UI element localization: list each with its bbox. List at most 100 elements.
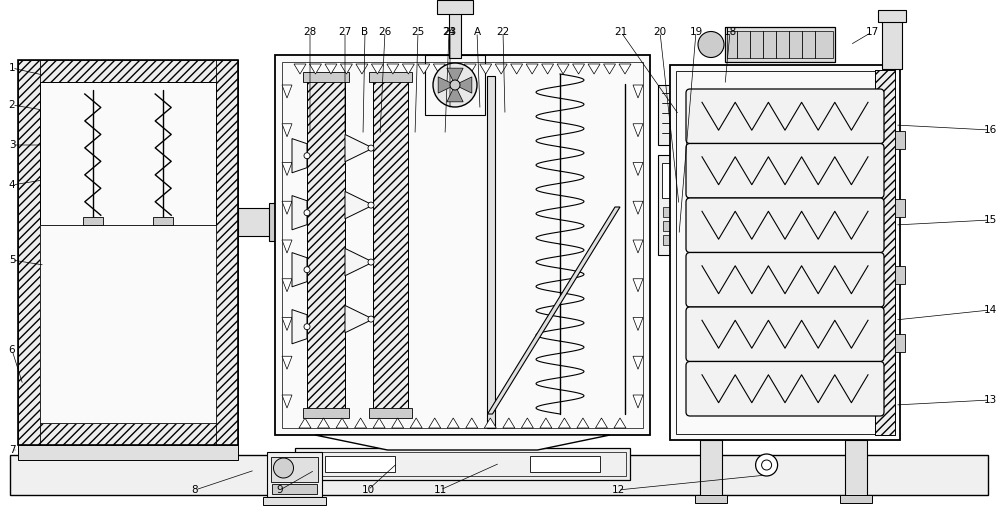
Text: 7: 7 [9,445,15,455]
Polygon shape [282,163,292,175]
Text: 12: 12 [611,485,625,495]
Circle shape [368,316,374,322]
Polygon shape [438,77,455,93]
Polygon shape [480,64,492,74]
Polygon shape [558,418,570,428]
Bar [895,199,905,216]
Text: 8: 8 [192,485,198,495]
Bar [878,10,906,22]
Polygon shape [371,64,383,74]
Polygon shape [619,64,631,74]
Polygon shape [449,64,461,74]
Circle shape [304,153,310,158]
Polygon shape [542,64,554,74]
Polygon shape [294,64,306,74]
Circle shape [304,210,310,216]
Polygon shape [355,418,367,428]
Polygon shape [557,64,569,74]
Polygon shape [282,395,292,408]
Polygon shape [318,418,330,428]
Bar [658,85,700,145]
Polygon shape [633,85,643,98]
Polygon shape [373,418,385,428]
Polygon shape [604,64,616,74]
Bar [307,76,345,414]
FancyBboxPatch shape [686,307,884,362]
Bar [662,163,696,198]
Bar [275,55,650,435]
Text: 5: 5 [9,255,15,265]
Polygon shape [521,418,533,428]
Bar [83,217,103,225]
Bar [40,225,216,423]
Polygon shape [429,418,441,428]
Polygon shape [588,64,600,74]
Text: 3: 3 [9,140,15,150]
Polygon shape [464,64,476,74]
Polygon shape [345,135,373,162]
Text: 2: 2 [9,100,15,110]
Polygon shape [511,64,523,74]
Polygon shape [345,248,373,276]
Bar [216,60,238,445]
Circle shape [762,460,772,470]
Text: 26: 26 [378,27,392,37]
Polygon shape [633,163,643,175]
Bar [18,60,238,445]
Polygon shape [410,418,422,428]
Bar [437,0,473,14]
Circle shape [274,458,294,478]
Polygon shape [447,85,463,102]
Bar [845,440,867,500]
Bar [663,207,675,217]
Text: 10: 10 [361,485,375,495]
Text: 20: 20 [653,27,667,37]
Circle shape [304,324,310,330]
Polygon shape [282,201,292,214]
Polygon shape [309,64,321,74]
Text: 13: 13 [983,395,997,405]
Bar [325,456,395,472]
Bar [727,31,833,58]
Polygon shape [633,395,643,408]
Polygon shape [387,64,399,74]
Polygon shape [495,64,507,74]
Bar [695,495,727,503]
Polygon shape [447,418,459,428]
Text: 15: 15 [983,215,997,225]
Bar [238,208,273,236]
Bar [153,217,173,225]
Bar [700,440,722,500]
Bar [679,207,691,217]
Bar [895,266,905,284]
Bar [725,27,835,62]
Bar [18,423,238,445]
FancyBboxPatch shape [686,362,884,416]
Bar [663,235,675,245]
Text: 28: 28 [303,27,317,37]
Polygon shape [345,305,373,333]
FancyBboxPatch shape [686,198,884,252]
Polygon shape [418,64,430,74]
Text: 17: 17 [865,27,879,37]
Bar [272,484,317,494]
Polygon shape [345,192,373,219]
Bar [425,55,485,115]
Text: 14: 14 [983,305,997,315]
Polygon shape [455,77,472,93]
Polygon shape [595,418,607,428]
FancyBboxPatch shape [686,252,884,307]
Bar [875,70,895,435]
Polygon shape [633,279,643,292]
Polygon shape [573,64,585,74]
Polygon shape [433,64,445,74]
Bar [670,65,900,440]
Polygon shape [282,318,292,331]
Text: 9: 9 [277,485,283,495]
Text: A: A [473,27,481,37]
Text: 6: 6 [9,345,15,355]
Bar [269,203,287,241]
Bar [307,76,345,414]
Circle shape [433,63,477,107]
Bar [449,10,461,58]
